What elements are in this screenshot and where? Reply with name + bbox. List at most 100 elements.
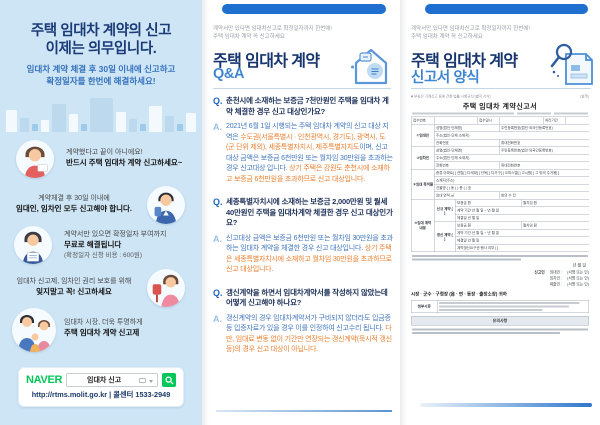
form-cell: 주민등록번호(법인·외국인등록번호) xyxy=(499,124,589,132)
top-accent-bar xyxy=(425,4,588,14)
form-cell: ③임대 목적물 xyxy=(411,169,435,200)
form-cell: 체결일 년 월 일 xyxy=(455,236,589,245)
form-panel-title: 주택 임대차 계약 xyxy=(411,53,518,70)
form-cell: 종류 아파트[ ] 연립[ ] 다세대[ ] 단독[ ] 다가구[ ] 오피스텔… xyxy=(434,169,589,177)
search-icon xyxy=(164,375,174,385)
search-button[interactable] xyxy=(162,373,176,387)
notice-text-placeholder xyxy=(412,328,588,334)
cover-item-1-text: 계약했다고 끝이 아니에요! 반드시 주택 임대차 계약 신고하세요~ xyxy=(66,149,183,167)
form-cell: 전화번호 xyxy=(434,139,500,147)
report-form-table: 접수번호 접수일시 처리기간 ①임대인 성명(법인·단체명) 주민등록번호(법인… xyxy=(411,116,589,252)
form-cell: 성명(법인·단체명) xyxy=(434,124,500,132)
form-cell: 월차임 원 xyxy=(521,221,589,230)
search-input[interactable] xyxy=(67,374,157,386)
keyboard-icon xyxy=(139,378,146,383)
form-cell: 접수번호 xyxy=(411,116,435,125)
form-cell: 주민등록번호(법인·외국인등록번호) xyxy=(499,146,589,155)
notice-header: 유의사항 xyxy=(411,316,589,326)
sign-row-submitter: 제출인 : (서명 또는 인) xyxy=(549,282,589,287)
answer-text: 신고대상 금액은 보증금 6천만원 또는 월차임 30만원을 초과하는 임대차 … xyxy=(226,234,393,274)
form-cell: 휴대전화번호 xyxy=(499,161,589,170)
form-cell: ①임대인 xyxy=(411,124,435,147)
a-mark: A. xyxy=(213,233,222,244)
header-divider xyxy=(411,88,591,89)
naver-search-card: NAVER http://rtms.molit.go.kr | 콜센터 1533… xyxy=(18,367,184,407)
bottom-accent-line xyxy=(420,403,592,407)
qa-item-3: Q. 갱신계약을 하면서 임대차계약서를 작성하지 않았는데 어떻게 신고해야 … xyxy=(213,288,393,356)
cover-title-line2: 이제는 의무입니다. xyxy=(45,41,157,57)
person-man-icon xyxy=(147,186,185,224)
bottom-accent-line xyxy=(216,410,392,412)
form-cell: 휴대전화번호 xyxy=(499,139,589,147)
a-mark: A. xyxy=(213,313,222,324)
qa-item-2: Q. 세종특별자치시에 소재하는 보증금 2,000만원 및 월세 40만원인 … xyxy=(213,197,393,276)
cover-item-5-text: 임대차 시장, 더욱 투명하게 주택 임대차 계약 신고제 xyxy=(64,319,143,337)
house-chat-icon xyxy=(348,46,394,91)
cover-subtitle-line2: 확정일자를 한번에 해결하세요! xyxy=(46,76,156,86)
cover-item-2-text: 계약체결 후 30일 이내에 임대인, 임차인 모두 신고해야 합니다. xyxy=(15,195,132,213)
header-divider xyxy=(213,88,391,89)
question-text: 춘천시에 소재하는 보증금 7천만원인 주택을 임대차 계약 체결한 경우 신고… xyxy=(226,96,389,116)
report-form-preview: ■ 부동산 거래신고 등에 관한 법률 시행규칙 [별지 서식] (앞쪽) 주택… xyxy=(411,94,589,400)
cover-item-4: 임대차 신고제, 임차인 권리 보호를 위해 잊지말고 꼭! 신고하세요 xyxy=(0,267,202,309)
form-cell: 주소(법인·단체 소재지) xyxy=(434,154,589,162)
naver-logo: NAVER xyxy=(26,374,63,386)
form-cell: 성명(법인·단체명) xyxy=(434,146,500,155)
attachments-label: 첨부서류 xyxy=(411,300,438,313)
question-text: 갱신계약을 하면서 임대차계약서를 작성하지 않았는데 어떻게 신고해야 하나요… xyxy=(226,287,388,308)
legal-text-placeholder xyxy=(412,255,588,261)
cover-title: 주택 임대차 계약의 신고 이제는 의무입니다. xyxy=(0,22,202,58)
person-woman-icon xyxy=(16,140,54,178)
form-cell: 체결일 년 월 일 xyxy=(455,214,589,222)
caret-down-icon xyxy=(149,380,153,383)
q-mark: Q. xyxy=(213,96,223,106)
city-skyline-illustration xyxy=(0,90,202,132)
qa-subtitle: Q&A xyxy=(213,66,245,82)
panel-qa: 계약서만 있다면 임대차신고로 확정일자까지 한번에! 주택 임대차 계약 꼭 … xyxy=(202,0,400,425)
sign-date: 년 월 일 xyxy=(572,263,586,268)
magnifier-document-icon xyxy=(546,42,594,91)
form-title: 주택 임대차 계약신고서 xyxy=(462,102,538,110)
person-contract-icon xyxy=(14,226,52,264)
form-cell: 계약갱신요구권 행사 여부 [ ] xyxy=(455,244,589,252)
form-recipient: 시장 · 군수 · 구청장 (읍 · 면 · 동장 · 출장소장) 귀하 xyxy=(411,291,507,297)
form-cell: 주소(법인·단체 소재지) xyxy=(434,131,589,140)
qa-list: Q. 춘천시에 소재하는 보증금 7천만원인 주택을 임대차 계약 체결한 경우… xyxy=(213,96,393,368)
answer-text: 갱신계약의 경우 임대차계약서가 구비되지 않더라도 입금증 등 입증자료가 있… xyxy=(226,314,392,354)
rtms-url: http://rtms.molit.go.kr | 콜센터 1533-2949 xyxy=(31,390,171,399)
qa-title: 주택 임대차 계약 xyxy=(213,53,320,70)
form-cell: 임대 면적 ㎡ xyxy=(434,191,500,200)
form-cell: 건물명 ( ) 동 ( ) 층 ( ) 호 xyxy=(434,184,589,192)
sign-row-lessee: 임차인 : (서명 또는 인) xyxy=(549,276,589,281)
qa-item-1: Q. 춘천시에 소재하는 보증금 7천만원인 주택을 임대차 계약 체결한 경우… xyxy=(213,96,393,185)
sign-row-lessor: 신고인 임대인 : (서명 또는 인) xyxy=(534,270,589,275)
person-woman-mailbox-icon xyxy=(147,269,185,307)
form-cell: 전화번호 xyxy=(434,161,500,170)
cover-subtitle: 임대차 계약 체결 후 30일 이내에 신고하고 확정일자를 한번에 해결하세요… xyxy=(0,63,202,87)
fold-shadow xyxy=(400,0,407,425)
form-cell: 보증금 원 xyxy=(455,199,522,207)
cover-title-line1: 주택 임대차 계약의 신고 xyxy=(30,23,172,39)
attachments-table: 첨부서류 xyxy=(411,300,589,313)
attachments-placeholder xyxy=(437,300,589,313)
top-accent-bar xyxy=(222,4,386,14)
qa-header-note: 계약서만 있다면 임대차신고로 확정일자까지 한번에! 주택 임대차 계약 꼭 … xyxy=(213,26,332,40)
family-icon xyxy=(12,308,56,352)
form-cell: 접수일시 xyxy=(477,116,500,125)
form-doc-note: ■ 부동산 거래신고 등에 관한 법률 시행규칙 [별지 서식] xyxy=(411,95,491,99)
form-fineprint-placeholder xyxy=(412,112,588,115)
fold-shadow xyxy=(202,0,209,425)
form-cell: 월차임 원 xyxy=(521,199,589,207)
form-panel-subtitle: 신고서 양식 xyxy=(411,70,480,86)
form-cell: 계약 기간 년 월 일 ~ 년 월 일 xyxy=(455,206,589,215)
search-input-wrap xyxy=(66,373,158,387)
form-cell: 보증금 원 xyxy=(455,221,522,230)
cover-item-5: 임대차 시장, 더욱 투명하게 주택 임대차 계약 신고제 xyxy=(0,306,202,354)
cover-item-2: 계약체결 후 30일 이내에 임대인, 임차인 모두 신고해야 합니다. xyxy=(0,184,202,226)
q-mark: Q. xyxy=(213,197,223,207)
form-cell: 신규 계약 [ ] xyxy=(434,199,456,222)
form-cell: 방의 수 칸 xyxy=(499,191,589,200)
form-cell: ②임차인 xyxy=(411,146,435,170)
form-page-note: (앞쪽) xyxy=(580,95,589,99)
